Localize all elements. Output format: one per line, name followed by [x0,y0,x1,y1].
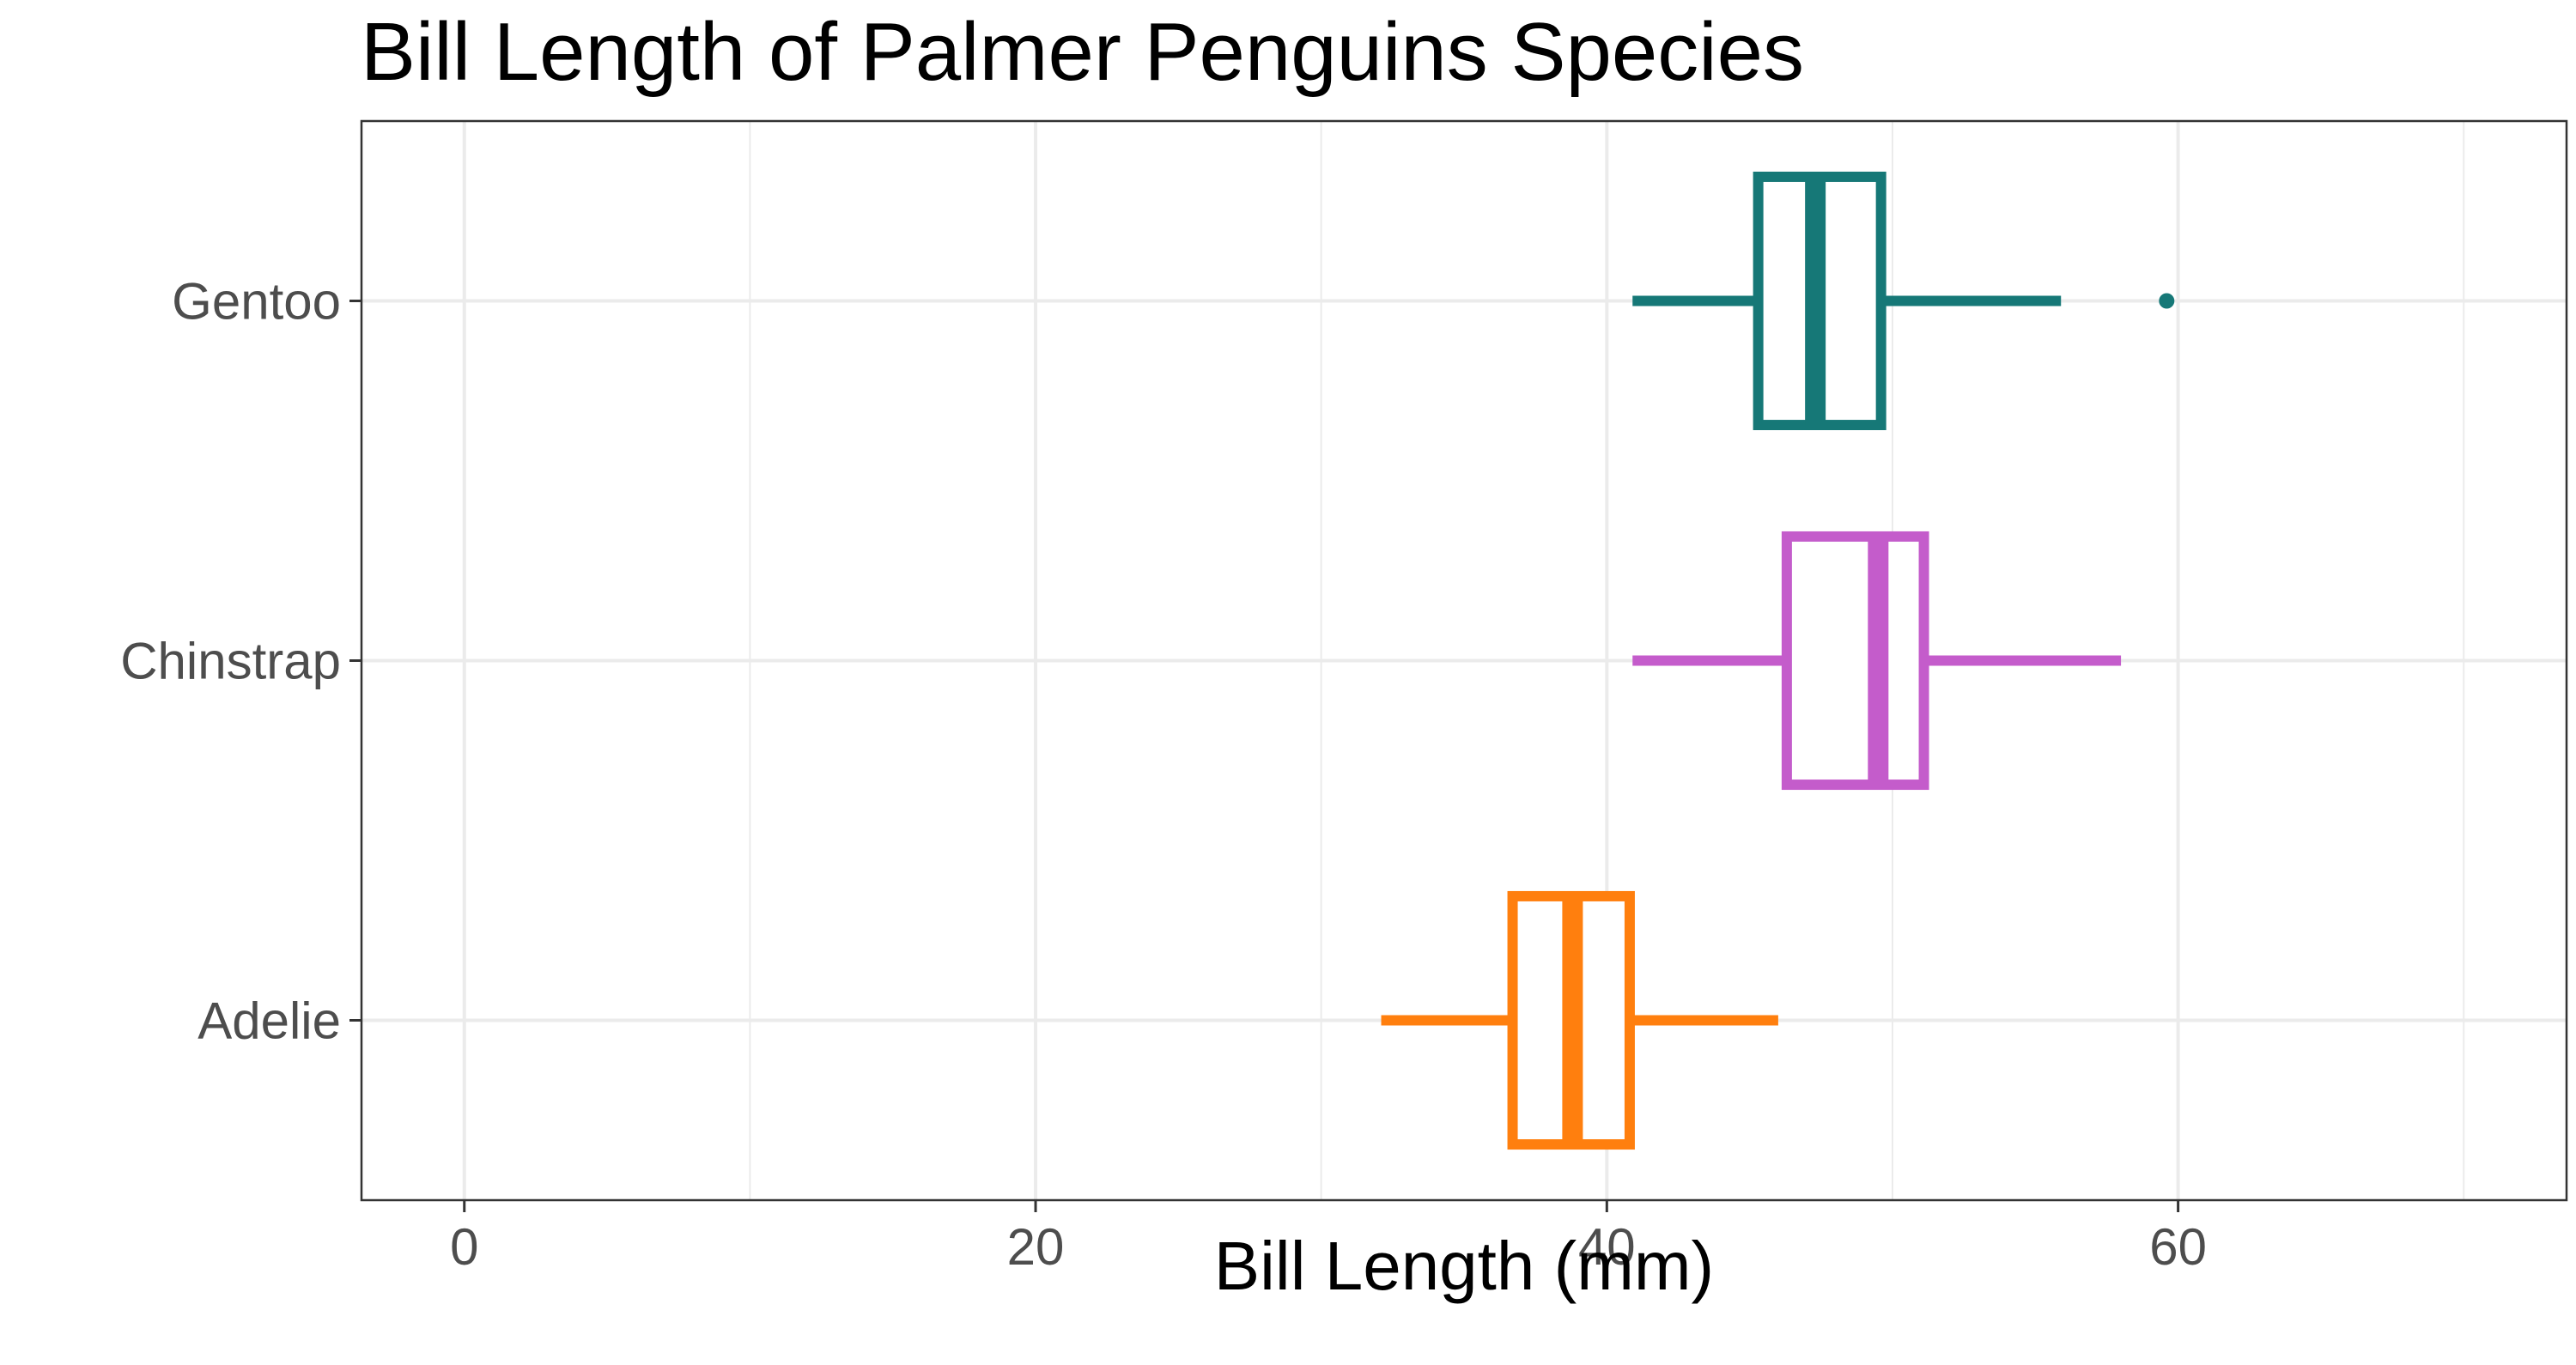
grid-layer [361,121,2567,1200]
x-axis-title: Bill Length (mm) [1214,1228,1714,1304]
y-tick-label: Adelie [197,992,341,1050]
y-tick-label: Gentoo [172,273,341,331]
box-gentoo [1632,171,2175,431]
outlier-point [2159,293,2175,309]
axis-layer: 0 20 40 60 Gentoo Chinstrap Adelie [120,273,2207,1277]
box-adelie [1381,890,1778,1150]
x-tick-label: 0 [450,1218,478,1276]
x-tick-label: 20 [1007,1218,1065,1276]
boxes-layer [1381,171,2175,1150]
x-tick-label: 40 [1578,1218,1636,1276]
box-iqr [1781,531,1929,791]
y-tick-label: Chinstrap [120,633,341,690]
chart-title: Bill Length of Palmer Penguins Species [361,6,1804,98]
x-tick-label: 60 [2149,1218,2207,1276]
box-chinstrap [1632,531,2122,791]
